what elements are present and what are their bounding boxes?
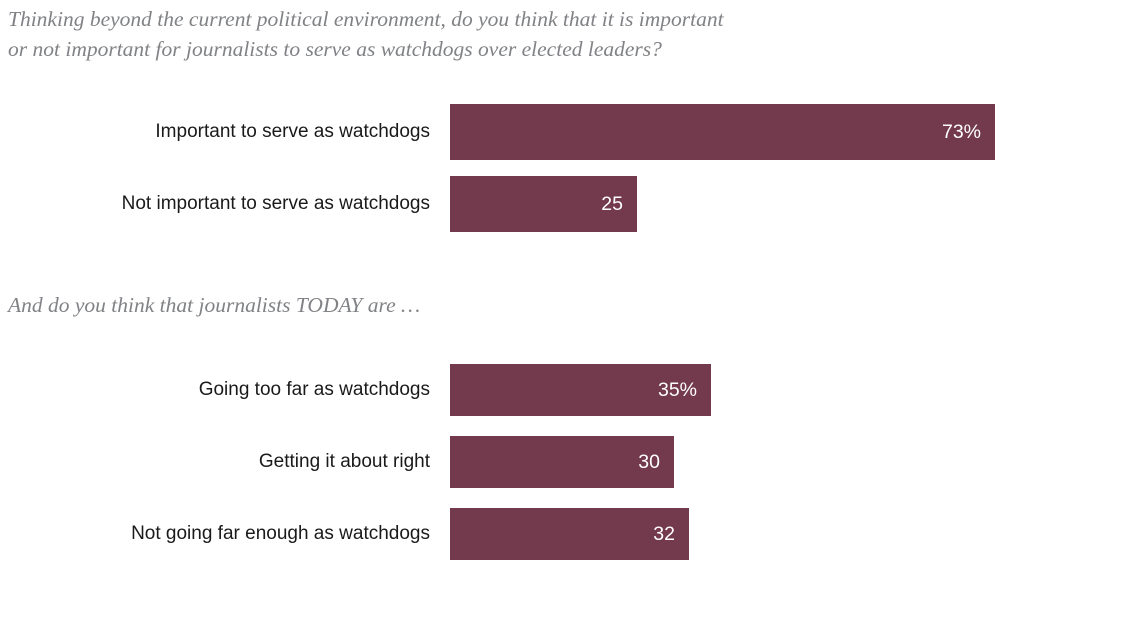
bar-about-right: 30: [450, 436, 674, 488]
value-label: 35%: [657, 378, 697, 401]
value-label: 73%: [941, 120, 981, 143]
category-label: Going too far as watchdogs: [198, 378, 430, 400]
value-label: 30: [638, 450, 660, 473]
question-1-line-1: Thinking beyond the current political en…: [8, 7, 724, 31]
question-1-text: Thinking beyond the current political en…: [8, 4, 724, 64]
value-label: 32: [653, 522, 675, 545]
category-label: Getting it about right: [258, 450, 430, 472]
bar-not-far-enough: 32: [450, 508, 689, 560]
question-2-line-1: And do you think that journalists TODAY …: [8, 293, 421, 317]
bar-important: 73%: [450, 104, 995, 160]
watchdog-importance-chart: Important to serve as watchdogs 73% Not …: [0, 104, 1128, 248]
category-label: Important to serve as watchdogs: [155, 120, 430, 142]
question-2-text: And do you think that journalists TODAY …: [8, 290, 420, 320]
bar-row: Important to serve as watchdogs 73%: [0, 104, 1128, 160]
category-label: Not important to serve as watchdogs: [121, 192, 430, 214]
question-1-line-2: or not important for journalists to serv…: [8, 37, 662, 62]
category-label: Not going far enough as watchdogs: [131, 522, 430, 544]
bar-row: Getting it about right 30: [0, 436, 1128, 488]
bar-row: Not important to serve as watchdogs 25: [0, 176, 1128, 232]
bar-going-too-far: 35%: [450, 364, 711, 416]
value-label: 25: [601, 192, 623, 215]
bar-row: Not going far enough as watchdogs 32: [0, 508, 1128, 560]
bar-not-important: 25: [450, 176, 637, 232]
bar-row: Going too far as watchdogs 35%: [0, 364, 1128, 416]
journalists-today-chart: Going too far as watchdogs 35% Getting i…: [0, 364, 1128, 580]
